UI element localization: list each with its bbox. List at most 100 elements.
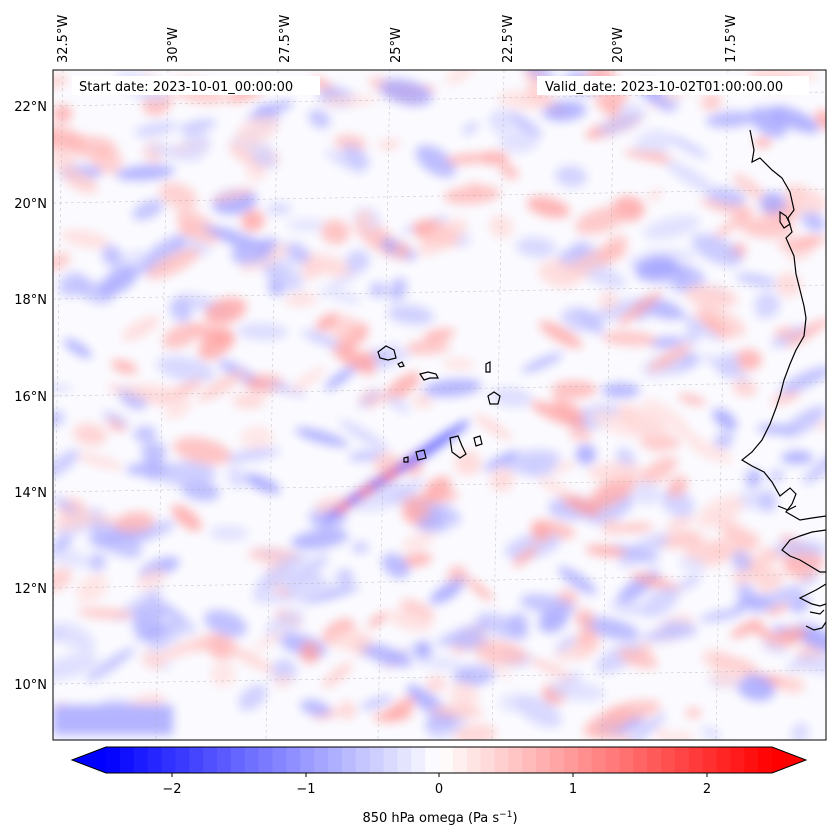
colorbar-outline [70,746,808,774]
colorbar-cell [605,747,620,773]
lat-label: 22°N [14,100,47,115]
colorbar-cell [688,747,704,773]
colorbar-cell [661,747,676,773]
lat-label: 14°N [14,486,47,501]
maio-island [473,435,483,447]
lon-label: 25°W [389,27,404,63]
colorbar-cell [619,747,634,773]
lat-label: 20°N [14,197,47,212]
colorbar-cell [328,747,343,773]
colorbar-cell [147,747,163,773]
valid-date-text: Valid_date: 2023-10-02T01:00:00.00 [545,80,783,95]
colorbar-extend-min [72,747,106,773]
colorbar-cell [522,747,537,773]
lon-label: 22.5°W [501,15,516,63]
colorbar-gradient [106,747,773,773]
colorbar-tick-label: 2 [703,782,711,797]
colorbar-label-main: 850 hPa omega (Pa s [362,811,499,826]
colorbar-cell [550,747,565,773]
colorbar-cell [397,747,412,773]
boa-vista-island [487,391,501,405]
colorbar-tick-label: −1 [296,782,315,797]
latitude-labels: 22°N 20°N 18°N 16°N 14°N 12°N 10°N [14,100,47,693]
brava-island [403,456,409,463]
colorbar-cell [494,747,509,773]
santiago-island [449,435,467,459]
gridlines [53,70,826,740]
colorbar-cell [425,747,440,773]
colorbar-cell [536,747,551,773]
colorbar-label: 850 hPa omega (Pa s−1) [362,810,517,826]
lon-label: 17.5°W [724,15,739,63]
lon-label: 32.5°W [56,15,71,63]
coast-inlet-1 [777,505,797,511]
bijagos-coast [798,583,826,631]
colorbar-cell [189,747,204,773]
lat-label: 16°N [14,390,47,405]
colorbar-cell [230,747,246,773]
map-panel: Start date: 2023-10-01_00:00:00 Valid_da… [52,69,827,741]
longitude-labels: 32.5°W 30°W 27.5°W 25°W 22.5°W 20°W 17.5… [56,15,739,63]
colorbar-cell [730,747,745,773]
colorbar-tick-label: −2 [162,782,181,797]
colorbar-cell [647,747,662,773]
colorbar-cell [355,747,371,773]
colorbar-cell [480,747,496,773]
lon-label: 27.5°W [278,15,293,63]
colorbar-cell [439,747,454,773]
colorbar-cell [106,747,121,773]
colorbar-cell [674,747,690,773]
colorbar-cell [300,747,315,773]
africa-coastline [740,129,826,521]
colorbar-cell [744,747,759,773]
colorbar-ticks [171,773,708,777]
lat-label: 10°N [14,678,47,693]
colorbar-label-superscript: −1 [499,810,512,820]
lon-label: 20°W [611,27,626,63]
colorbar-tick-label: 1 [569,782,577,797]
colorbar-cell [633,747,648,773]
valid-date-box [537,76,809,95]
colorbar-cell [244,747,260,773]
coastlines [377,129,826,631]
santo-antao-island [377,345,397,361]
sao-vicente-island [397,361,405,368]
colorbar-cell [383,747,398,773]
start-date-box [72,76,320,95]
colorbar-cell [466,747,482,773]
lat-label: 12°N [14,582,47,597]
colorbar-cell [217,747,232,773]
colorbar-cell [577,747,593,773]
colorbar-cell [452,747,468,773]
colorbar-cell [133,747,149,773]
coast-island-small [779,210,791,229]
colorbar-cell [314,747,329,773]
colorbar: −2 −1 0 1 2 850 hPa omega (Pa s−1) [70,746,808,826]
sal-island [485,361,491,373]
colorbar-cell [258,747,274,773]
colorbar-cell [716,747,731,773]
colorbar-extend-max [772,747,806,773]
lat-label: 18°N [14,293,47,308]
lon-label: 30°W [166,27,181,63]
colorbar-cell [203,747,218,773]
colorbar-cell [272,747,287,773]
colorbar-tick-label: 0 [435,782,443,797]
colorbar-cell [508,747,523,773]
colorbar-cell [341,747,357,773]
fogo-island [415,449,427,461]
colorbar-cell [758,747,773,773]
colorbar-cell [591,747,607,773]
africa-coastline-south [781,529,826,573]
colorbar-cell [563,747,579,773]
colorbar-cell [119,747,135,773]
start-date-text: Start date: 2023-10-01_00:00:00 [79,80,293,95]
map-border [52,69,827,741]
colorbar-cell [161,747,176,773]
colorbar-cell [411,747,426,773]
colorbar-cell [175,747,190,773]
colorbar-label-close: ) [512,811,517,826]
sao-nicolau-island [419,371,439,381]
colorbar-cell [286,747,301,773]
